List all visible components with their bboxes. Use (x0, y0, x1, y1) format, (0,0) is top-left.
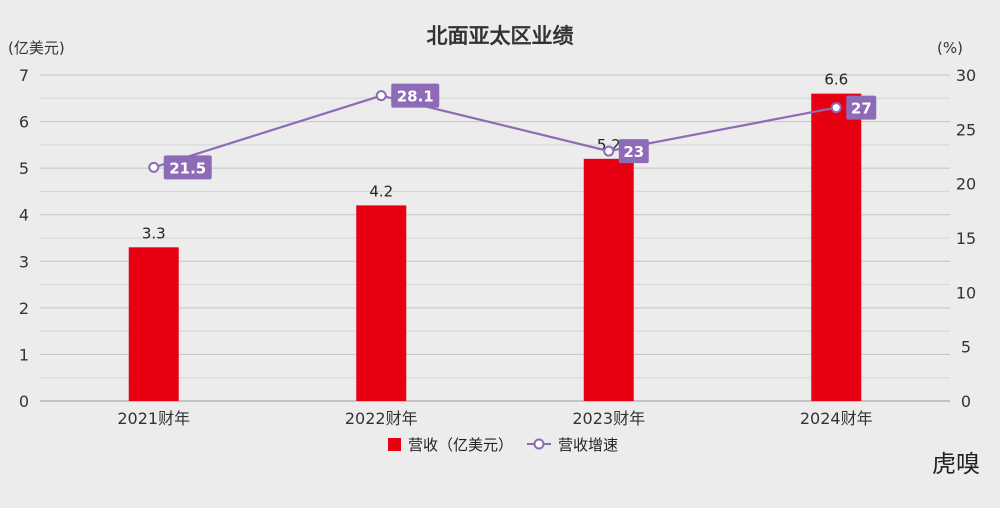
left-axis-unit: (亿美元) (8, 39, 65, 57)
legend-line-marker (533, 438, 545, 450)
y-tick-label: 0 (19, 392, 29, 411)
y-tick-label: 7 (19, 66, 29, 85)
x-axis-ticks: 2021财年 2022财年 2023财年 2024财年 (117, 409, 872, 428)
right-axis-unit: (%) (937, 39, 963, 57)
line-data-label: 23 (623, 143, 644, 161)
legend: 营收（亿美元） 营收增速 (388, 436, 618, 454)
left-axis-ticks: 0 1 2 3 4 5 6 7 (19, 66, 29, 411)
y-tick-label: 6 (19, 113, 29, 132)
line-label-box (163, 155, 212, 180)
y2-tick-label: 0 (961, 392, 971, 411)
y-tick-label: 1 (19, 345, 29, 364)
x-tick-label: 2021财年 (117, 409, 190, 428)
bar-data-label: 6.6 (824, 71, 848, 89)
y2-tick-label: 15 (956, 229, 976, 248)
y-tick-label: 5 (19, 159, 29, 178)
y2-tick-label: 5 (961, 338, 971, 357)
x-tick-label: 2022财年 (345, 409, 418, 428)
y-tick-label: 2 (19, 299, 29, 318)
bar (356, 205, 407, 401)
y2-tick-label: 10 (956, 283, 976, 302)
y2-tick-label: 25 (956, 120, 976, 139)
y-tick-label: 3 (19, 252, 29, 271)
legend-bar-label: 营收（亿美元） (408, 436, 513, 454)
line-point (375, 90, 387, 102)
x-tick-label: 2023财年 (572, 409, 645, 428)
bar (583, 158, 634, 401)
line-label-box (391, 83, 440, 108)
right-axis-ticks: 0 5 10 15 20 25 30 (956, 66, 976, 411)
bar-data-label: 4.2 (369, 182, 393, 200)
chart-title: 北面亚太区业绩 (427, 24, 574, 48)
line-path (153, 94, 837, 169)
line-point (830, 102, 842, 114)
line-label-box (618, 139, 649, 164)
x-tick-label: 2024财年 (800, 409, 873, 428)
y2-tick-label: 20 (956, 175, 976, 194)
bar (128, 247, 179, 401)
line-label-box (846, 95, 877, 120)
line-data-label: 28.1 (397, 88, 434, 106)
line-data-label: 27 (851, 100, 872, 118)
line-data-label: 21.5 (169, 159, 206, 177)
line-series: 21.5 28.1 23 27 (148, 83, 877, 180)
line-point (148, 161, 160, 173)
bar-data-label: 3.3 (142, 224, 166, 242)
legend-line-label: 营收增速 (558, 436, 618, 454)
bar (811, 93, 862, 401)
huxiu-logo: 虎嗅 (932, 450, 980, 478)
y-tick-label: 4 (19, 206, 29, 225)
line-point (603, 145, 615, 157)
bar-series: 3.34.25.26.6 (128, 71, 862, 401)
legend-bar-swatch (388, 438, 401, 451)
y2-tick-label: 30 (956, 66, 976, 85)
